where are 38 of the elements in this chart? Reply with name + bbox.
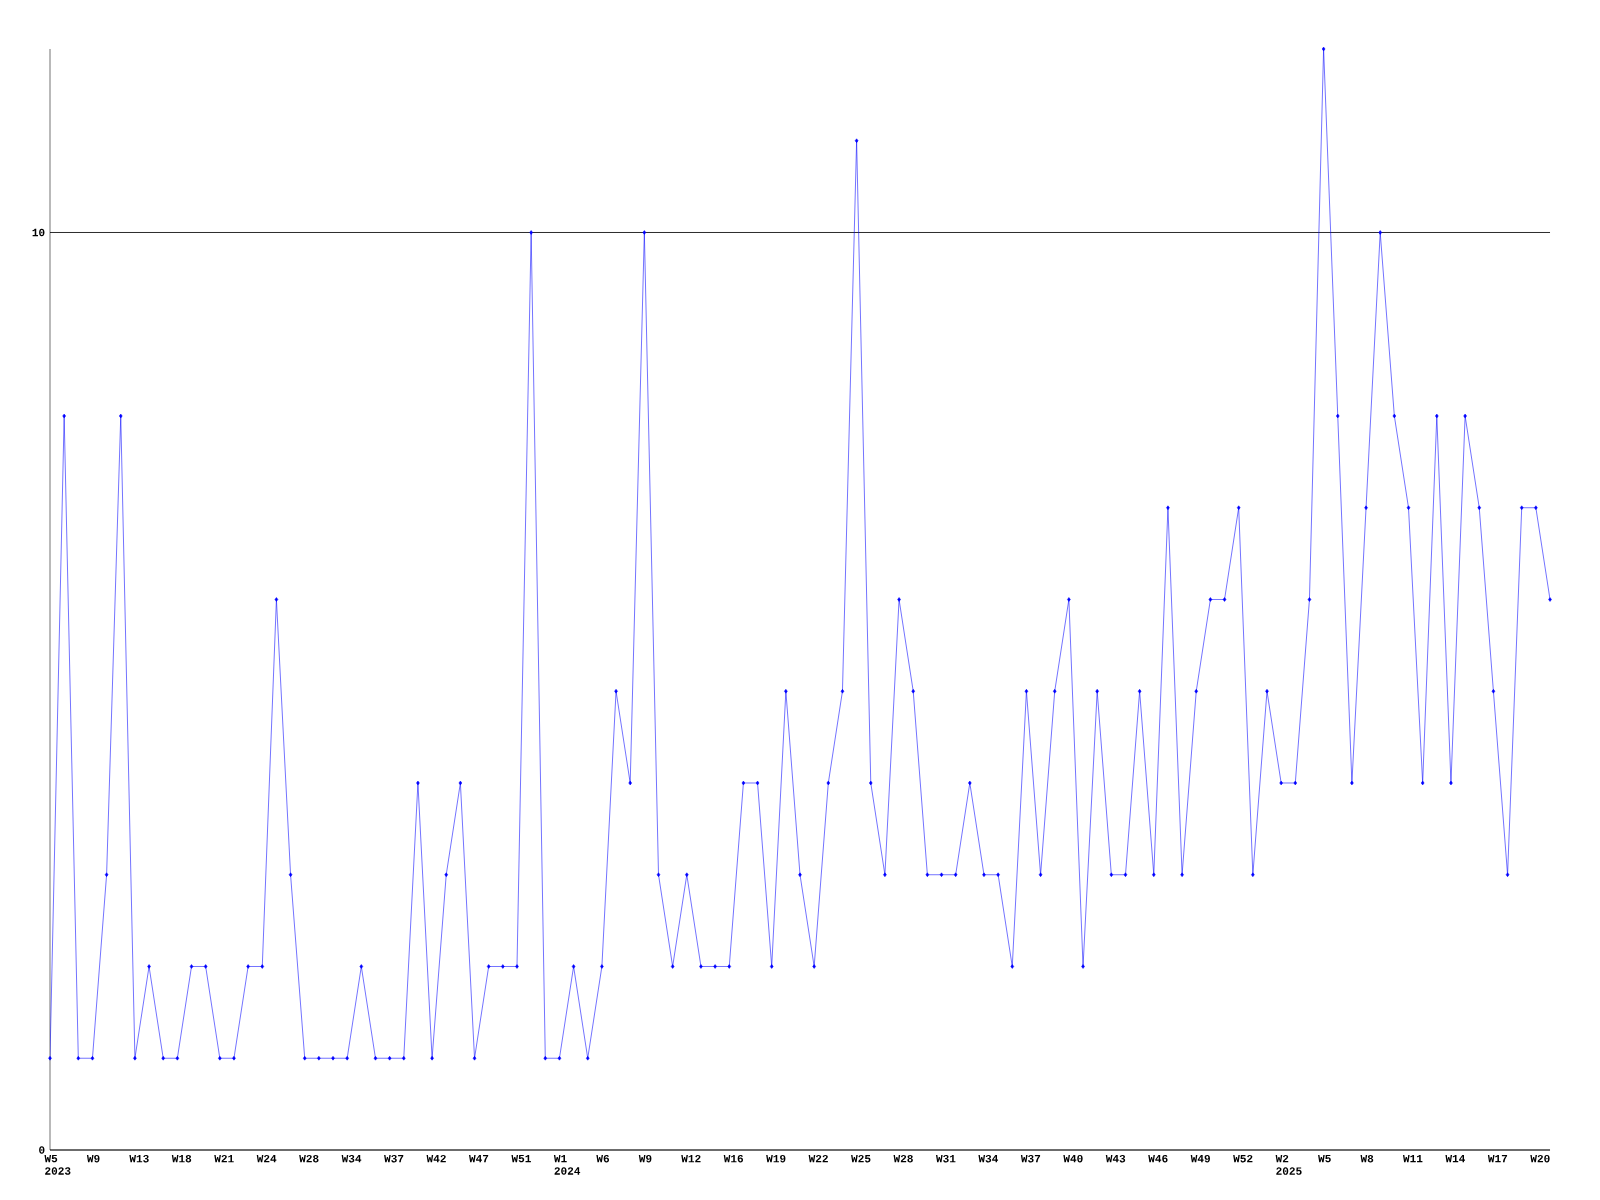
x-tick-label: W16 (723, 1154, 744, 1163)
x-tick-label: W49 (1190, 1154, 1210, 1163)
x-tick-label: W51 (511, 1154, 531, 1163)
x-tick-label: W19 (766, 1154, 786, 1163)
x-tick-label: W34 (341, 1154, 362, 1163)
x-tick-label: W20 (1530, 1154, 1550, 1163)
x-tick-label: W52 (1233, 1154, 1253, 1163)
x-tick-label: W5 (1318, 1154, 1331, 1163)
x-tick-label: W2 2025 (1275, 1154, 1302, 1175)
x-tick-label: W46 (1148, 1154, 1168, 1163)
x-tick-label: W37 (1020, 1154, 1041, 1163)
x-tick-label: W43 (1105, 1154, 1126, 1163)
y-tick-label: 0 (39, 1146, 45, 1154)
x-tick-label: W24 (256, 1154, 277, 1163)
x-tick-label: W9 (86, 1154, 100, 1163)
x-tick-label: W11 (1402, 1154, 1423, 1163)
x-tick-label: W9 (638, 1154, 652, 1163)
x-tick-label: W14 (1445, 1154, 1466, 1163)
x-tick-label: W31 (935, 1154, 956, 1163)
x-tick-label: W18 (171, 1154, 192, 1163)
x-tick-label: W21 (214, 1154, 234, 1163)
x-tick-label: W8 (1360, 1154, 1374, 1163)
x-tick-label: W12 (681, 1154, 701, 1163)
x-tick-label: W42 (426, 1154, 446, 1163)
x-tick-label: W34 (978, 1154, 999, 1163)
x-tick-label: W28 (893, 1154, 913, 1163)
x-tick-label: W40 (1063, 1154, 1083, 1163)
x-tick-label: W37 (384, 1154, 404, 1163)
y-tick-label: 10 (32, 228, 45, 237)
x-tick-label: W22 (808, 1154, 828, 1163)
x-tick-label: W6 (596, 1154, 610, 1163)
x-tick-label: W1 2024 (553, 1154, 581, 1175)
x-tick-label: W13 (129, 1154, 149, 1163)
x-tick-label: W25 (851, 1154, 871, 1163)
x-tick-label: W28 (299, 1154, 319, 1163)
x-tick-label: W5 2023 (44, 1154, 71, 1175)
x-tick-label: W47 (469, 1154, 489, 1163)
x-tick-label: W17 (1487, 1154, 1508, 1163)
